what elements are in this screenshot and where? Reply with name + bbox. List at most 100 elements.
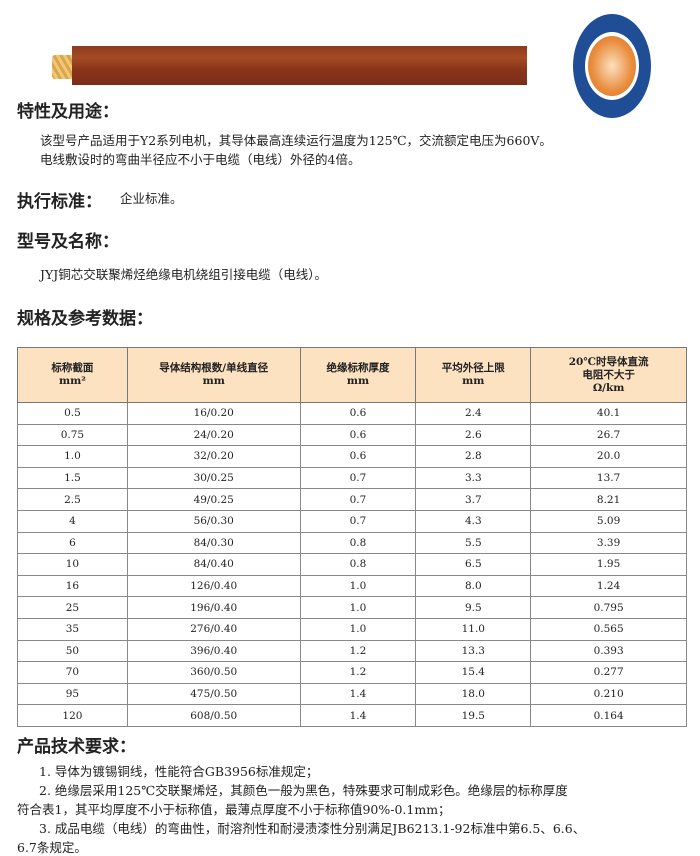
table-cell: 26.7 [530, 423, 687, 447]
table-cell: 56/0.30 [126, 509, 301, 533]
usage-text: 该型号产品适用于Y2系列电机，其导体最高连续运行温度为125℃，交流额定电压为6… [40, 131, 552, 169]
cable-image [72, 46, 527, 85]
table-cell: 6 [17, 531, 128, 555]
table-cell: 10 [17, 553, 128, 576]
table-cell: 19.5 [415, 704, 532, 727]
table-cell: 1.4 [299, 682, 417, 706]
table-cell: 15.4 [415, 661, 532, 684]
standard-heading: 执行标准： [17, 192, 102, 212]
cable-cross-section-image [573, 14, 651, 118]
column-header-line: 20℃时导体直流 [568, 355, 649, 368]
column-header-line: mm [202, 375, 225, 387]
table-row: 35 276/0.40 1.0 11.0 0.565 [17, 617, 687, 641]
table-row: 6 84/0.30 0.8 5.5 3.39 [17, 531, 687, 555]
column-header: 平均外径上限 mm [415, 347, 532, 403]
table-cell: 0.6 [299, 445, 417, 468]
table-cell: 0.75 [17, 423, 128, 447]
usage-line: 该型号产品适用于Y2系列电机，其导体最高连续运行温度为125℃，交流额定电压为6… [40, 133, 552, 148]
table-row: 1.5 30/0.25 0.7 3.3 13.7 [17, 466, 687, 490]
table-cell: 196/0.40 [126, 596, 301, 619]
column-header-line: mm [462, 375, 485, 387]
column-header-line: 标称截面 [51, 362, 94, 374]
column-header-line: 电阻不大于 [582, 368, 635, 381]
table-cell: 0.164 [530, 704, 687, 727]
table-cell: 2.6 [415, 423, 532, 447]
table-cell: 13.7 [530, 466, 687, 490]
model-heading: 型号及名称： [17, 232, 119, 252]
table-cell: 2.4 [415, 402, 532, 425]
column-header-line: mm² [59, 375, 86, 387]
spec-table: 标称截面 mm² 导体结构根数/单线直径 mm 绝缘标称厚度 mm 平均外径上限 mm 20℃时… [17, 347, 687, 727]
column-header: 绝缘标称厚度 mm [299, 347, 417, 403]
table-cell: 1.0 [17, 445, 128, 468]
table-cell: 360/0.50 [126, 661, 301, 684]
table-cell: 1.24 [530, 574, 687, 598]
table-cell: 0.795 [530, 596, 687, 619]
table-cell: 126/0.40 [126, 574, 301, 598]
table-cell: 396/0.40 [126, 639, 301, 663]
usage-heading: 特性及用途： [17, 102, 119, 122]
table-cell: 84/0.30 [126, 531, 301, 555]
table-row: 25 196/0.40 1.0 9.5 0.795 [17, 596, 687, 619]
table-cell: 276/0.40 [126, 617, 301, 641]
table-cell: 49/0.25 [126, 488, 301, 511]
column-header-line: 绝缘标称厚度 [326, 362, 390, 374]
requirement-item: 3. 成品电缆（电线）的弯曲性，耐溶剂性和耐浸渍漆性分别满足JB6213.1-9… [39, 821, 586, 836]
table-cell: 3.7 [415, 488, 532, 511]
table-cell: 40.1 [530, 402, 687, 425]
table-row: 2.5 49/0.25 0.7 3.7 8.21 [17, 488, 687, 511]
table-cell: 608/0.50 [126, 704, 301, 727]
table-row: 10 84/0.40 0.8 6.5 1.95 [17, 553, 687, 576]
requirement-item: 2. 绝缘层采用125℃交联聚烯烃，其颜色一般为黑色，特殊要求可制成彩色。绝缘层… [39, 783, 568, 798]
table-cell: 8.0 [415, 574, 532, 598]
table-cell: 0.277 [530, 661, 687, 684]
spec-heading: 规格及参考数据： [17, 309, 153, 329]
table-cell: 20.0 [530, 445, 687, 468]
table-cell: 11.0 [415, 617, 532, 641]
table-cell: 50 [17, 639, 128, 663]
table-cell: 4 [17, 509, 128, 533]
column-header-line: 平均外径上限 [441, 362, 505, 374]
standard-text: 企业标准。 [120, 191, 183, 206]
table-row: 0.75 24/0.20 0.6 2.6 26.7 [17, 423, 687, 447]
table-cell: 0.7 [299, 509, 417, 533]
table-cell: 24/0.20 [126, 423, 301, 447]
table-cell: 1.2 [299, 639, 417, 663]
table-cell: 35 [17, 617, 128, 641]
table-cell: 84/0.40 [126, 553, 301, 576]
column-header-line: 导体结构根数/单线直径 [159, 362, 269, 374]
requirements-text: 1. 导体为镀锡铜线，性能符合GB3956标准规定； 2. 绝缘层采用125℃交… [17, 762, 689, 856]
cable-conductor-image [52, 55, 74, 79]
table-cell: 13.3 [415, 639, 532, 663]
table-cell: 6.5 [415, 553, 532, 576]
table-cell: 1.95 [530, 553, 687, 576]
table-cell: 1.5 [17, 466, 128, 490]
table-cell: 3.39 [530, 531, 687, 555]
table-cell: 120 [17, 704, 128, 727]
table-cell: 0.5 [17, 402, 128, 425]
table-cell: 0.8 [299, 553, 417, 576]
table-cell: 475/0.50 [126, 682, 301, 706]
table-cell: 0.7 [299, 488, 417, 511]
usage-line: 电线敷设时的弯曲半径应不小于电缆（电线）外径的4倍。 [40, 152, 361, 167]
table-cell: 5.5 [415, 531, 532, 555]
table-cell: 32/0.20 [126, 445, 301, 468]
column-header-line: Ω/km [592, 381, 625, 394]
requirement-item-cont: 符合表1，其平均厚度不小于标称值，最薄点厚度不小于标称值90%-0.1mm； [17, 802, 451, 817]
table-cell: 1.0 [299, 574, 417, 598]
table-cell: 0.565 [530, 617, 687, 641]
table-cell: 95 [17, 682, 128, 706]
table-cell: 30/0.25 [126, 466, 301, 490]
table-cell: 5.09 [530, 509, 687, 533]
table-cell: 1.2 [299, 661, 417, 684]
table-cell: 16 [17, 574, 128, 598]
table-cell: 0.6 [299, 423, 417, 447]
table-cell: 70 [17, 661, 128, 684]
table-cell: 1.0 [299, 617, 417, 641]
table-row: 4 56/0.30 0.7 4.3 5.09 [17, 509, 687, 533]
table-cell: 0.8 [299, 531, 417, 555]
table-cell: 1.0 [299, 596, 417, 619]
table-row: 0.5 16/0.20 0.6 2.4 40.1 [17, 402, 687, 425]
column-header-line: mm [346, 375, 370, 387]
